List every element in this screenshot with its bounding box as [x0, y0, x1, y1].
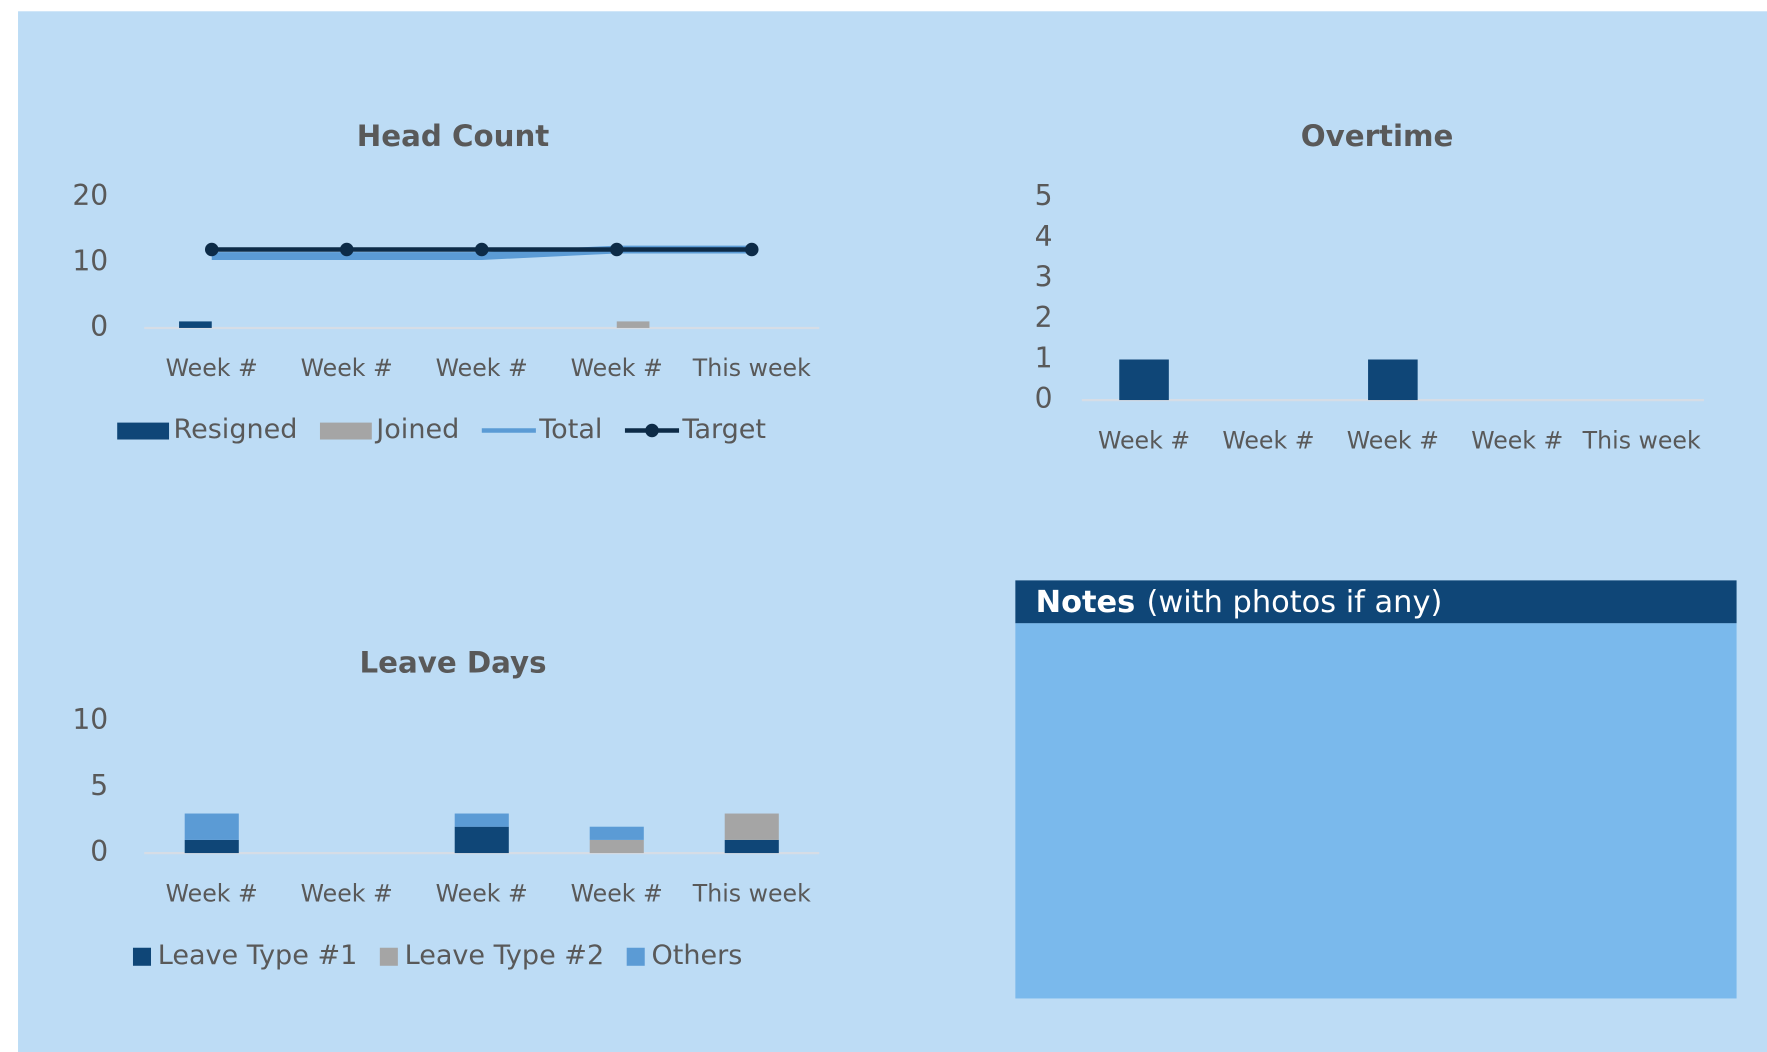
bar-segment	[184, 813, 239, 840]
legend-label: Resigned	[174, 414, 298, 445]
y-tick-label: 0	[90, 835, 108, 868]
y-tick-label: 0	[1035, 382, 1053, 415]
legend-swatch	[319, 422, 372, 440]
x-tick-label: Week #	[1471, 426, 1563, 454]
x-tick-label: Week #	[1222, 426, 1314, 454]
x-tick-label: Week #	[571, 354, 663, 382]
bar	[1119, 359, 1169, 401]
legend-swatch	[379, 947, 398, 966]
notes-header	[1015, 580, 1737, 624]
bar	[179, 321, 212, 328]
x-tick-label: Week #	[1098, 426, 1190, 454]
legend-label: Total	[538, 414, 602, 445]
bar-segment	[454, 826, 509, 854]
chart-title: Head Count	[357, 119, 550, 153]
legend-label: Leave Type #1	[158, 940, 358, 971]
notes-body[interactable]	[1015, 623, 1737, 999]
x-tick-label: Week #	[571, 879, 663, 907]
y-tick-label: 3	[1035, 260, 1053, 293]
notes-subtitle: (with photos if any)	[1146, 584, 1442, 619]
x-tick-label: Week #	[166, 354, 258, 382]
legend-swatch	[626, 947, 645, 966]
chart-title: Overtime	[1301, 119, 1454, 153]
x-tick-label: Week #	[301, 354, 393, 382]
x-tick-label: Week #	[436, 354, 528, 382]
x-tick-label: Week #	[166, 879, 258, 907]
bar-segment	[589, 826, 644, 840]
x-tick-label: Week #	[1347, 426, 1439, 454]
bar	[616, 321, 650, 328]
notes-title: Notes	[1036, 584, 1136, 619]
bar-segment	[724, 813, 779, 840]
legend-label: Leave Type #2	[405, 940, 605, 971]
bar-segment	[454, 813, 509, 827]
x-tick-label: This week	[692, 354, 811, 382]
legend-label: Joined	[374, 414, 459, 445]
line-marker	[609, 242, 624, 257]
line-marker	[474, 242, 489, 257]
y-tick-label: 10	[72, 703, 108, 736]
y-tick-label: 10	[72, 245, 108, 278]
y-tick-label: 5	[1035, 179, 1053, 212]
chart-title: Leave Days	[359, 645, 546, 679]
y-tick-label: 4	[1035, 220, 1053, 253]
y-tick-label: 0	[90, 310, 108, 343]
line-marker	[339, 242, 354, 257]
legend-label: Target	[681, 414, 766, 445]
x-tick-label: Week #	[436, 879, 528, 907]
line-marker	[204, 242, 219, 257]
legend-swatch	[132, 947, 152, 966]
line-marker	[745, 242, 759, 257]
x-tick-label: This week	[692, 879, 811, 907]
legend-swatch	[117, 422, 170, 440]
x-tick-label: Week #	[301, 879, 393, 907]
y-tick-label: 20	[72, 179, 108, 212]
bar	[1368, 359, 1418, 401]
bar-segment	[589, 839, 644, 854]
y-tick-label: 1	[1035, 341, 1053, 374]
legend-label: Others	[651, 940, 742, 971]
bar-segment	[724, 839, 779, 854]
y-tick-label: 5	[90, 769, 108, 802]
legend-marker	[645, 423, 659, 438]
bar-segment	[184, 839, 239, 854]
y-tick-label: 2	[1035, 301, 1053, 334]
x-tick-label: This week	[1582, 426, 1701, 454]
notes-heading: Notes (with photos if any)	[1036, 584, 1443, 619]
